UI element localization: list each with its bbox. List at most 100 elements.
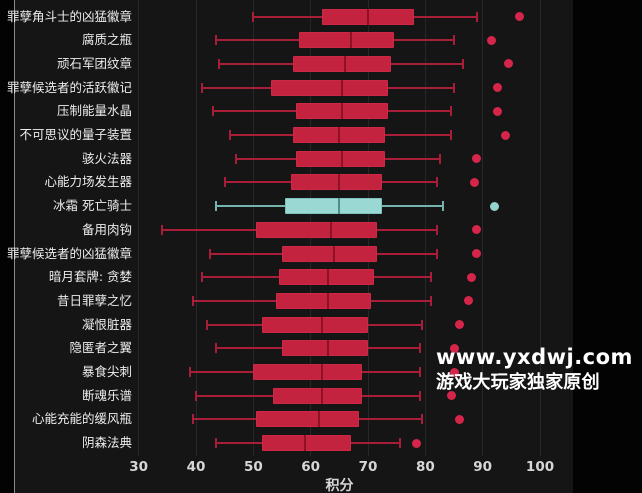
whisker-cap-low <box>215 438 218 449</box>
x-axis-label: 积分 <box>325 478 354 493</box>
outlier-dot <box>463 296 473 306</box>
median-line <box>329 221 332 238</box>
outlier-dot <box>503 59 513 69</box>
whisker-cap-low <box>189 367 192 377</box>
box <box>284 198 383 215</box>
outlier-dot <box>446 391 456 401</box>
row-label: 昔日罪孽之忆 <box>56 292 132 308</box>
whisker-cap-low <box>192 295 195 306</box>
grid-line <box>252 0 254 456</box>
median-line <box>326 292 329 309</box>
box <box>293 55 391 72</box>
whisker-cap-high <box>441 201 444 212</box>
row-label: 压制能量水晶 <box>56 103 132 119</box>
whisker-cap-low <box>223 177 226 188</box>
box <box>299 32 394 49</box>
x-tick-label: 50 <box>243 459 263 475</box>
row-label: 隐匿者之翼 <box>69 340 132 356</box>
whisker-cap-low <box>200 82 203 93</box>
row-label: 阴森法典 <box>81 435 132 451</box>
whisker-cap-high <box>435 248 438 259</box>
x-tick-label: 80 <box>415 459 435 475</box>
left-edge-divider <box>14 0 15 493</box>
median-line <box>321 387 324 404</box>
outlier-dot <box>455 414 465 424</box>
outlier-dot <box>469 177 479 187</box>
box <box>282 245 377 262</box>
row-label: 不可思议的量子装置 <box>19 127 132 142</box>
outlier-dot <box>449 367 459 377</box>
whisker-cap-high <box>430 295 433 306</box>
outlier-dot <box>472 154 482 164</box>
box <box>253 364 363 380</box>
row-label: 心能充能的缓风瓶 <box>31 411 132 427</box>
row-label: 罪孽候选者的凶猛徽章 <box>6 245 132 261</box>
box <box>256 221 377 238</box>
box <box>282 340 369 357</box>
row-label: 腐质之瓶 <box>81 32 132 48</box>
whisker-cap-high <box>450 106 453 117</box>
whisker-cap-low <box>160 224 163 235</box>
grid-line <box>539 0 541 456</box>
row-label: 冰霜 死亡骑士 <box>53 198 132 214</box>
row-label: 心能力场发生器 <box>44 174 132 190</box>
x-tick-label: 30 <box>129 459 149 475</box>
median-line <box>341 79 344 96</box>
whisker-cap-low <box>212 106 215 117</box>
grid-line <box>482 0 484 456</box>
median-line <box>326 340 329 357</box>
outlier-dot <box>492 106 502 116</box>
box <box>290 174 383 191</box>
whisker-cap-low <box>215 35 218 46</box>
outlier-dot <box>412 438 422 448</box>
median-line <box>338 174 341 191</box>
outlier-dot <box>515 12 525 21</box>
median-line <box>332 245 335 262</box>
x-tick-label: 40 <box>186 459 206 475</box>
median-line <box>321 364 324 380</box>
whisker-cap-high <box>461 58 464 69</box>
row-label: 凝恨脏器 <box>81 316 132 332</box>
median-line <box>349 32 352 49</box>
box <box>279 269 374 286</box>
whisker-cap-high <box>398 438 401 449</box>
median-line <box>318 411 321 428</box>
x-tick-label: 70 <box>358 459 378 475</box>
grid-line <box>424 0 426 456</box>
whisker-cap-low <box>195 390 198 401</box>
whisker-cap-low <box>252 11 255 22</box>
whisker-cap-high <box>453 82 456 93</box>
median-line <box>338 127 341 143</box>
row-label: 罪孽候选者的活跃徽记 <box>6 79 132 95</box>
x-tick-label: 60 <box>301 459 321 475</box>
outlier-dot <box>455 320 465 330</box>
median-line <box>341 150 344 167</box>
whisker-cap-high <box>438 153 441 164</box>
outlier-dot <box>472 225 482 235</box>
box <box>261 435 351 452</box>
outlier-dot <box>501 130 511 140</box>
whisker-cap-low <box>206 319 209 330</box>
x-tick-label: 100 <box>525 459 555 475</box>
whisker-cap-low <box>200 272 203 283</box>
row-label: 暴食尖刺 <box>81 364 132 379</box>
whisker-cap-low <box>215 201 218 212</box>
whisker-cap-low <box>235 153 238 164</box>
outlier-dot <box>489 201 499 211</box>
whisker-cap-high <box>421 319 424 330</box>
row-label: 暗月套牌: 贪婪 <box>48 269 132 285</box>
whisker-cap-high <box>418 343 421 354</box>
row-label: 备用肉钩 <box>81 221 132 237</box>
whisker-cap-low <box>192 414 195 425</box>
watermark-caption: 游戏大玩家独家原创 <box>436 372 600 393</box>
median-line <box>321 316 324 333</box>
median-line <box>341 103 344 120</box>
whisker-cap-low <box>229 130 232 140</box>
whisker-cap-high <box>418 390 421 401</box>
row-label: 骇火法器 <box>81 150 132 166</box>
whisker-cap-high <box>421 414 424 425</box>
outlier-dot <box>492 83 502 93</box>
whisker-cap-high <box>453 35 456 46</box>
watermark: www.yxdwj.com 游戏大玩家独家原创 <box>436 344 633 395</box>
